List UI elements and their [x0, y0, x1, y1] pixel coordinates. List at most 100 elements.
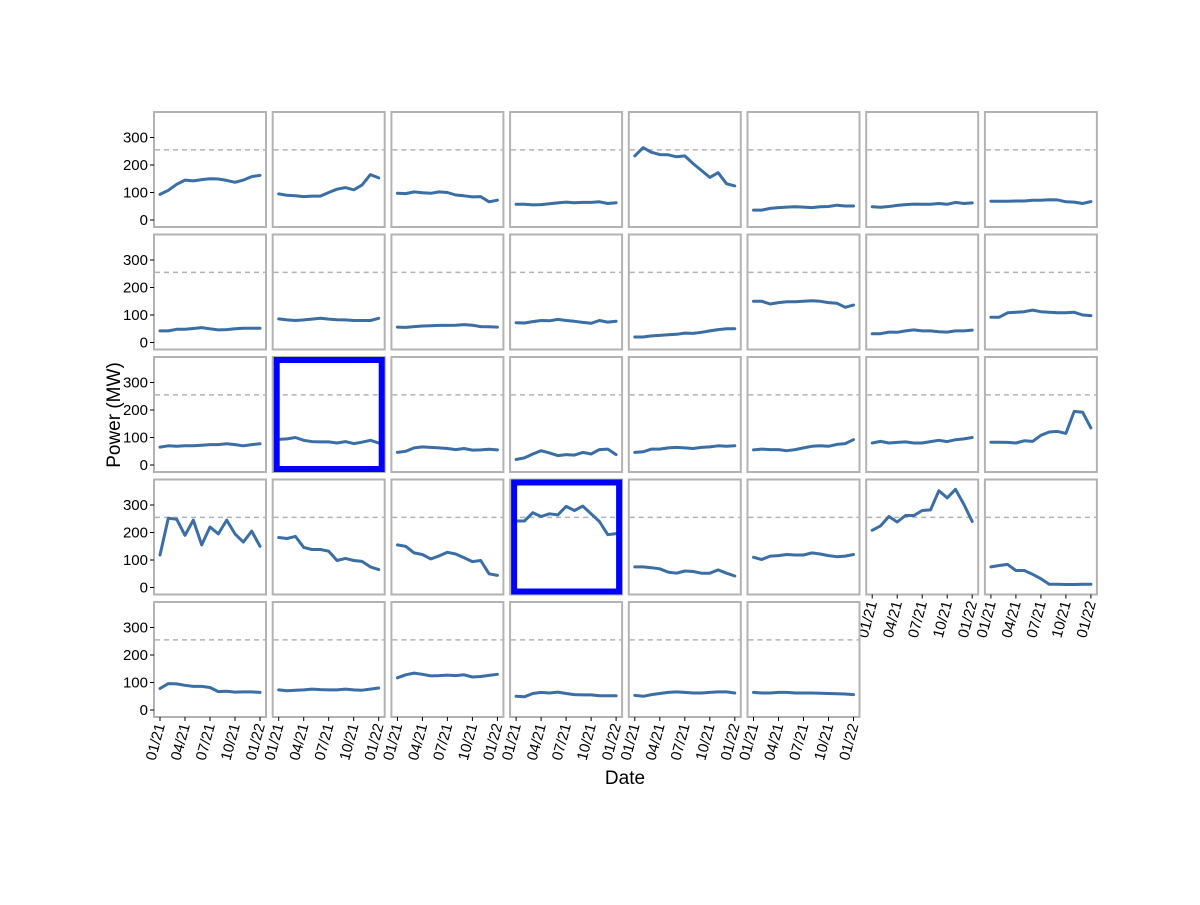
series-line	[395, 445, 499, 454]
y-tick-label: 100	[123, 430, 148, 447]
panel-7	[865, 111, 980, 228]
y-tick-label: 0	[140, 212, 148, 229]
panel-17: 0 100 200 300	[123, 356, 267, 474]
panel-frame	[627, 111, 742, 228]
x-tick-label: 07/21	[1024, 599, 1050, 640]
panel-22	[746, 356, 861, 473]
series-line	[514, 447, 618, 461]
series-line	[633, 146, 737, 188]
panel-frame	[746, 478, 861, 596]
panel-9: 0 100 200 300	[123, 233, 267, 352]
panel-frame	[271, 601, 386, 718]
series-line	[395, 671, 499, 680]
panel-20	[509, 356, 624, 473]
series-line	[277, 686, 381, 693]
series-line	[870, 487, 974, 532]
panel-1: 0 100 200 300	[123, 111, 267, 229]
panel-frame	[865, 356, 980, 473]
panel-frame	[153, 233, 267, 351]
y-tick-label: 200	[123, 647, 148, 664]
panel-frame	[746, 356, 861, 473]
panel-3	[390, 111, 505, 228]
panel-frame	[509, 356, 624, 473]
panel-frame	[390, 478, 505, 596]
series-line	[395, 323, 499, 329]
series-line	[514, 690, 618, 699]
series-line	[514, 504, 618, 537]
panel-frame	[153, 601, 267, 718]
x-tick-label: 10/21	[930, 599, 956, 640]
panel-frame	[983, 233, 1098, 351]
series-line	[989, 198, 1093, 205]
x-axis-title: Date	[605, 768, 645, 789]
panel-frame	[153, 356, 267, 473]
series-line	[277, 316, 381, 322]
x-tick-label: 07/21	[193, 722, 219, 763]
panel-24	[983, 356, 1098, 473]
series-line	[752, 551, 855, 561]
panel-6	[746, 111, 861, 228]
x-tick-label: 10/21	[1049, 599, 1075, 640]
series-line	[158, 173, 262, 196]
y-tick-label: 100	[123, 185, 148, 202]
panel-16	[983, 233, 1098, 351]
series-line	[870, 200, 974, 209]
y-tick-label: 100	[123, 552, 148, 569]
x-tick-label: 04/21	[880, 599, 906, 640]
x-tick-label: 04/21	[405, 722, 431, 763]
panel-frame	[983, 111, 1098, 228]
panel-25: 0 100 200 300	[123, 478, 267, 597]
x-tick-label: 07/21	[430, 722, 456, 763]
panel-10	[271, 233, 386, 351]
y-tick-label: 100	[123, 307, 148, 324]
series-line	[752, 690, 855, 697]
panel-frame	[983, 356, 1098, 473]
series-line	[633, 690, 737, 698]
panel-23	[865, 356, 980, 473]
y-axis-title: Power (MW)	[104, 362, 125, 468]
panel-4	[509, 111, 624, 228]
panel-frame	[865, 111, 980, 228]
series-line	[277, 436, 381, 446]
y-tick-label: 200	[123, 525, 148, 542]
series-line	[158, 516, 262, 557]
x-tick-label: 10/21	[811, 722, 837, 763]
panel-frame	[627, 601, 742, 718]
x-tick-label: 04/21	[168, 722, 194, 763]
x-tick-label: 10/21	[574, 722, 600, 763]
panel-frame	[746, 233, 861, 351]
panel-26	[271, 478, 386, 596]
panel-frame	[153, 111, 267, 228]
series-line	[277, 173, 381, 199]
series-line	[633, 327, 737, 339]
x-tick-label: 07/21	[905, 599, 931, 640]
x-tick-label: 07/21	[549, 722, 575, 763]
panel-frame	[746, 601, 861, 718]
y-tick-label: 200	[123, 402, 148, 419]
panel-frame	[509, 601, 624, 718]
panel-12	[509, 233, 624, 351]
y-tick-label: 0	[140, 580, 148, 597]
series-line	[989, 409, 1093, 445]
series-line	[633, 565, 737, 578]
series-line	[989, 562, 1093, 586]
x-tick-label: 07/21	[786, 722, 812, 763]
series-line	[514, 317, 618, 325]
panel-14	[746, 233, 861, 351]
panel-27	[390, 478, 505, 596]
panel-frame	[509, 111, 624, 228]
series-line	[158, 442, 262, 449]
panel-30	[746, 478, 861, 596]
panel-frame	[271, 356, 386, 473]
x-tick-label: 10/21	[336, 722, 362, 763]
x-tick-label: 01/22	[1074, 599, 1100, 640]
panel-29	[627, 478, 742, 596]
x-tick-label: 01/21	[143, 722, 169, 763]
y-tick-label: 200	[123, 280, 148, 297]
series-line	[989, 308, 1093, 319]
